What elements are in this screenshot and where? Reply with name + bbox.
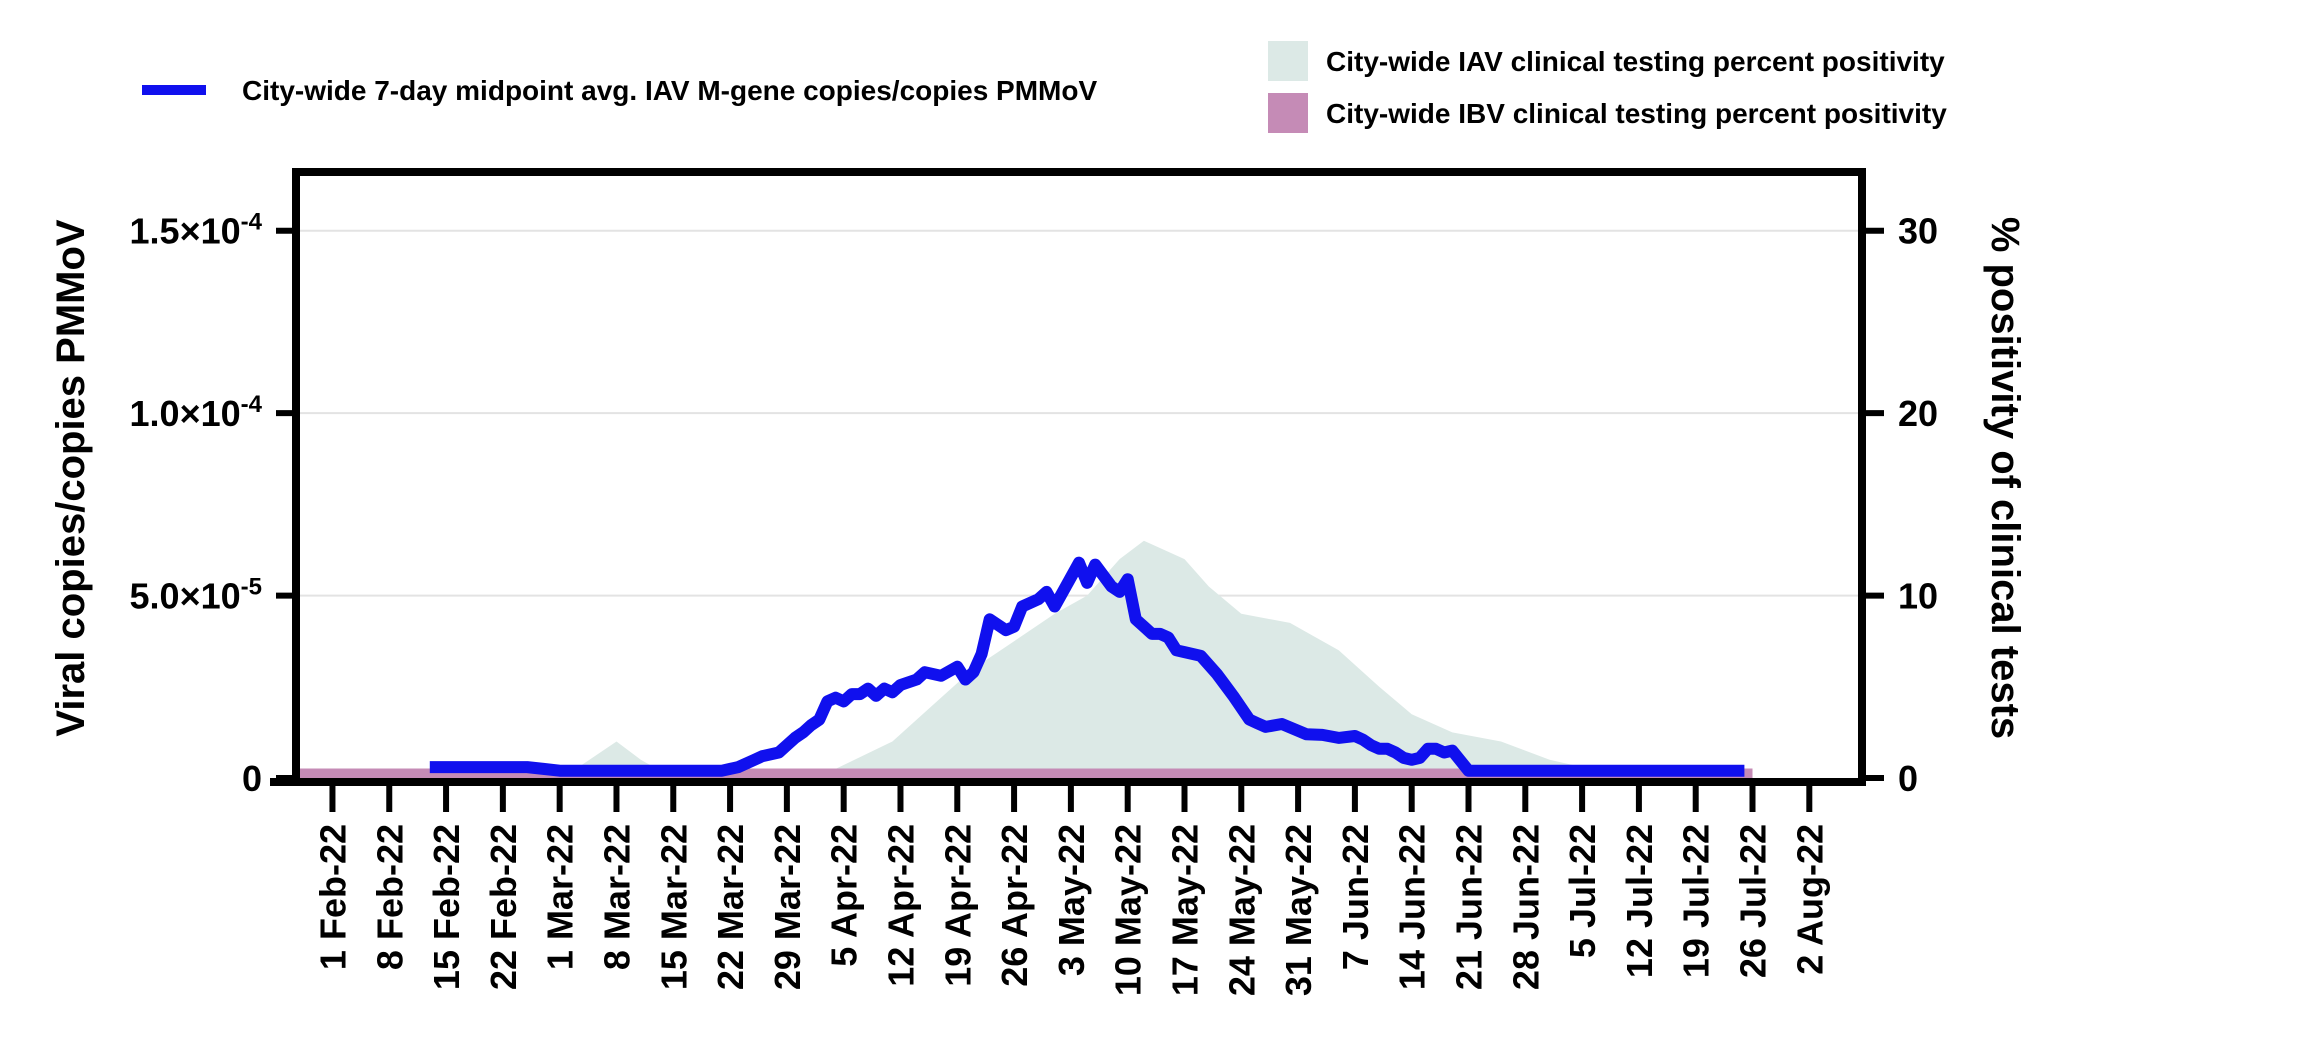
legend-swatch-ibv-clinical bbox=[1268, 93, 1308, 133]
x-tick-label: 21 Jun-22 bbox=[1449, 824, 1490, 990]
gridlines bbox=[300, 229, 1858, 597]
x-tick-label: 8 Mar-22 bbox=[597, 824, 638, 970]
legend-label-iav-clinical: City-wide IAV clinical testing percent p… bbox=[1326, 46, 1945, 77]
x-tick-label: 1 Feb-22 bbox=[313, 824, 354, 970]
x-tick-label: 31 May-22 bbox=[1278, 824, 1319, 996]
x-axis: 1 Feb-22 8 Feb-22 15 Feb-22 22 Feb-22 1 Mar-… bbox=[270, 778, 1862, 996]
x-tick-label: 1 Mar-22 bbox=[540, 824, 581, 970]
x-tick-label: 17 May-22 bbox=[1165, 824, 1206, 996]
y-left-tick-label: 1.0×10-4 bbox=[130, 391, 263, 434]
y-right-tick-label: 0 bbox=[1898, 758, 1918, 799]
legend-label-iav-line: City-wide 7-day midpoint avg. IAV M-gene… bbox=[242, 75, 1097, 106]
series-line-iav-wastewater bbox=[429, 556, 1745, 777]
x-tick-label: 22 Mar-22 bbox=[710, 824, 751, 990]
legend-swatch-iav-clinical bbox=[1268, 41, 1308, 81]
x-tick-label: 3 May-22 bbox=[1051, 824, 1092, 976]
x-tick-label: 5 Jul-22 bbox=[1562, 824, 1603, 958]
x-tick-label: 15 Feb-22 bbox=[426, 824, 467, 990]
y-right-tick-label: 30 bbox=[1898, 211, 1938, 252]
y-left-axis-title: Viral copies/copies PMMoV bbox=[49, 219, 93, 737]
x-tick-label: 2 Aug-22 bbox=[1789, 824, 1830, 975]
x-tick-label: 8 Feb-22 bbox=[369, 824, 410, 970]
legend-label-ibv-clinical: City-wide IBV clinical testing percent p… bbox=[1326, 98, 1947, 129]
x-tick-label: 26 Apr-22 bbox=[994, 824, 1035, 987]
y-right-axis-title: % positivity of clinical tests bbox=[1983, 217, 2027, 739]
x-tick-label: 29 Mar-22 bbox=[767, 824, 808, 990]
y-left-tick-label: 5.0×10-5 bbox=[130, 574, 262, 617]
legend: City-wide 7-day midpoint avg. IAV M-gene… bbox=[142, 41, 1947, 133]
y-left-tick-label: 0 bbox=[242, 758, 262, 799]
y-right-tick-label: 20 bbox=[1898, 393, 1938, 434]
x-tick-label: 12 Jul-22 bbox=[1619, 824, 1660, 978]
x-tick-label: 5 Apr-22 bbox=[824, 824, 865, 967]
y-right-tick-label: 10 bbox=[1898, 576, 1938, 617]
x-tick-label: 15 Mar-22 bbox=[653, 824, 694, 990]
x-tick-label: 19 Jul-22 bbox=[1676, 824, 1717, 978]
x-tick-label: 10 May-22 bbox=[1108, 824, 1149, 996]
x-tick-label: 19 Apr-22 bbox=[937, 824, 978, 987]
legend-swatch-iav-line bbox=[142, 85, 206, 95]
y-right-axis: 0 10 20 30 bbox=[1862, 211, 1938, 799]
y-left-axis: 0 5.0×10-5 1.0×10-4 1.5×10-4 bbox=[130, 209, 296, 799]
x-tick-label: 12 Apr-22 bbox=[881, 824, 922, 987]
x-tick-label: 22 Feb-22 bbox=[483, 824, 524, 990]
x-tick-label: 26 Jul-22 bbox=[1733, 824, 1774, 978]
x-tick-label: 14 Jun-22 bbox=[1392, 824, 1433, 990]
x-tick-label: 7 Jun-22 bbox=[1335, 824, 1376, 970]
y-left-tick-label: 1.5×10-4 bbox=[130, 209, 263, 252]
x-tick-label: 24 May-22 bbox=[1221, 824, 1262, 996]
series-area-iav-clinical bbox=[300, 540, 1753, 778]
x-tick-label: 28 Jun-22 bbox=[1505, 824, 1546, 990]
